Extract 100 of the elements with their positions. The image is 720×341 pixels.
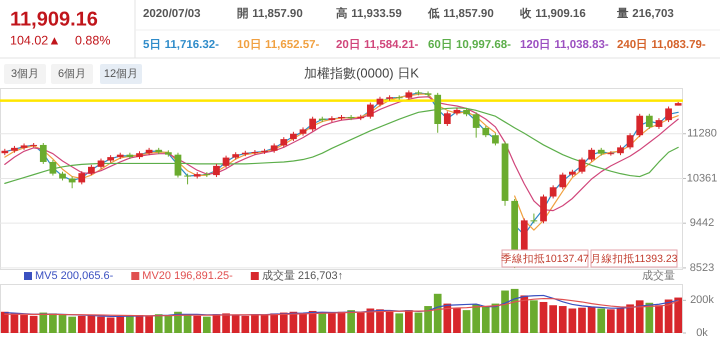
- bar: [39, 312, 48, 333]
- text: 低 11,857.90: [427, 7, 494, 20]
- candlestick: [376, 96, 384, 107]
- bar: [636, 300, 644, 333]
- text: 20日 11,584.21-: [336, 38, 419, 52]
- text: 高 11,933.59: [336, 6, 402, 20]
- candlestick: [78, 170, 86, 185]
- candlestick: [492, 132, 499, 146]
- bar: [356, 312, 365, 333]
- bar: [328, 313, 336, 333]
- legend-label: 成交量 216,703↑: [262, 268, 344, 282]
- candlestick: [626, 132, 634, 150]
- candlestick: [665, 106, 672, 123]
- candlestick: [98, 158, 104, 170]
- text: 6個月: [58, 68, 86, 80]
- candlestick: [550, 184, 556, 199]
- candlestick: [68, 176, 76, 189]
- candlestick: [213, 163, 220, 178]
- candlestick: [656, 118, 662, 130]
- candlestick: [472, 112, 480, 138]
- bar: [472, 304, 480, 333]
- candlestick: [40, 142, 47, 164]
- y-tick-label: 10361: [686, 172, 718, 184]
- line-series: [4, 96, 679, 212]
- chart-title: 加權指數(0000) 日K: [304, 65, 420, 80]
- bar: [347, 310, 355, 333]
- bar: [164, 315, 172, 333]
- bar: [520, 295, 528, 333]
- candlestick: [482, 125, 490, 138]
- text: 收 11,909.16: [520, 7, 586, 20]
- bar: [540, 302, 548, 333]
- text: 2020/07/03: [143, 8, 201, 20]
- bar: [299, 313, 307, 333]
- candlestick: [270, 142, 278, 154]
- bar: [386, 312, 394, 333]
- bar: [404, 310, 413, 333]
- text: 10日 11,652.57-: [237, 38, 320, 52]
- text: 量 216,703: [616, 7, 674, 20]
- candlestick: [88, 164, 95, 176]
- bar: [106, 317, 114, 333]
- text: 3個月: [10, 68, 40, 80]
- bar: [674, 298, 682, 333]
- candlestick: [578, 157, 586, 174]
- bar: [136, 315, 144, 333]
- text: 12個月: [104, 68, 138, 80]
- candlestick: [290, 131, 297, 142]
- text: 開 11,857.90: [237, 7, 303, 20]
- candlestick: [309, 116, 316, 132]
- bar: [154, 314, 163, 333]
- candlestick: [444, 110, 451, 126]
- bar: [232, 315, 240, 333]
- bar: [443, 304, 452, 333]
- candlestick: [50, 160, 56, 176]
- bar: [482, 306, 490, 333]
- y-tick-label: 11280: [687, 128, 717, 140]
- bar: [280, 312, 288, 333]
- text: 240日 11,083.79-: [617, 38, 706, 52]
- y-tick-label: 200k: [690, 294, 714, 306]
- bar: [462, 310, 470, 333]
- y-axis-title: 成交量: [642, 268, 675, 282]
- candlestick: [617, 144, 624, 156]
- candlestick: [174, 152, 182, 178]
- candlestick: [530, 213, 538, 224]
- bar: [395, 313, 404, 333]
- text: 0.88%: [75, 33, 110, 48]
- bar: [116, 316, 124, 333]
- bar: [578, 308, 586, 333]
- candlestick: [588, 147, 595, 162]
- candlestick: [366, 102, 374, 120]
- legend-label: MV5 200,065.6-: [35, 270, 114, 282]
- bar: [510, 288, 519, 333]
- bar: [193, 316, 202, 333]
- text: 11,909.16: [10, 8, 98, 30]
- bar: [145, 316, 153, 333]
- bar: [338, 312, 346, 333]
- candlestick: [636, 113, 644, 138]
- candlestick: [280, 136, 288, 148]
- text: 120日 11,038.83-: [520, 38, 609, 52]
- bar: [434, 294, 442, 333]
- bar: [318, 312, 326, 333]
- text: 104.02▲: [10, 33, 61, 48]
- bar: [30, 316, 38, 333]
- bar: [588, 306, 596, 333]
- bar: [607, 309, 615, 333]
- text: 60日 10,997.68-: [428, 38, 512, 52]
- bar: [202, 316, 211, 333]
- bar: [453, 308, 461, 333]
- bar: [376, 309, 384, 333]
- candlestick: [559, 172, 566, 190]
- y-tick-label: 0k: [696, 326, 708, 339]
- bar: [530, 300, 538, 333]
- annotation: 季線扣抵10137.47: [501, 252, 590, 265]
- bar: [126, 316, 134, 333]
- y-tick-label: 8523: [690, 262, 714, 274]
- bar: [68, 316, 76, 333]
- bar: [549, 305, 557, 333]
- y-tick-label: 9442: [690, 217, 714, 230]
- bar: [241, 316, 250, 333]
- bar: [78, 316, 86, 333]
- bar: [366, 308, 374, 333]
